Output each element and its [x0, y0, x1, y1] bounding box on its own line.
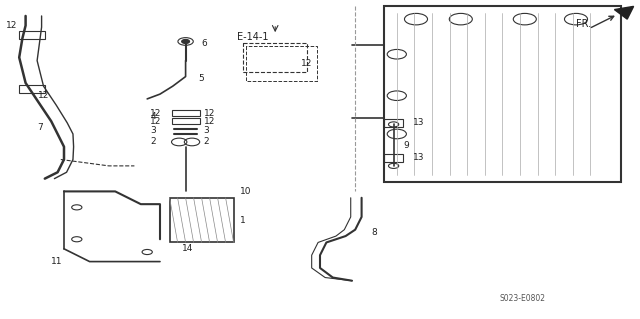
Text: 14: 14 — [182, 244, 194, 253]
Text: 13: 13 — [413, 118, 424, 127]
Text: 13: 13 — [413, 153, 424, 162]
Text: 6: 6 — [202, 39, 207, 48]
Text: S023-E0802: S023-E0802 — [499, 294, 545, 303]
Bar — [384, 119, 403, 127]
Text: 1: 1 — [240, 216, 246, 225]
Bar — [170, 198, 234, 242]
Text: 10: 10 — [240, 187, 252, 196]
Bar — [19, 31, 45, 39]
Text: 9: 9 — [403, 141, 409, 150]
Text: E-14-1: E-14-1 — [237, 32, 268, 42]
Bar — [172, 118, 200, 124]
Bar — [384, 154, 403, 162]
Text: 8: 8 — [371, 228, 377, 237]
Text: FR.: FR. — [576, 19, 591, 29]
Circle shape — [182, 40, 189, 43]
Bar — [172, 110, 200, 116]
Text: 12: 12 — [150, 117, 162, 126]
Bar — [384, 6, 621, 182]
Text: 11: 11 — [51, 257, 63, 266]
Text: 3: 3 — [204, 126, 209, 135]
Text: 12: 12 — [204, 109, 215, 118]
Text: 2: 2 — [150, 137, 156, 146]
Bar — [19, 85, 45, 93]
Text: 12: 12 — [150, 109, 162, 118]
Text: 12: 12 — [6, 21, 18, 30]
Polygon shape — [614, 6, 634, 19]
Text: 2: 2 — [204, 137, 209, 146]
Text: 4: 4 — [150, 112, 156, 121]
Text: 7: 7 — [37, 123, 43, 132]
Text: 12: 12 — [301, 59, 312, 68]
Text: 3: 3 — [150, 126, 156, 135]
Text: 5: 5 — [198, 74, 204, 83]
Text: 12: 12 — [38, 91, 50, 100]
Text: 12: 12 — [204, 117, 215, 126]
